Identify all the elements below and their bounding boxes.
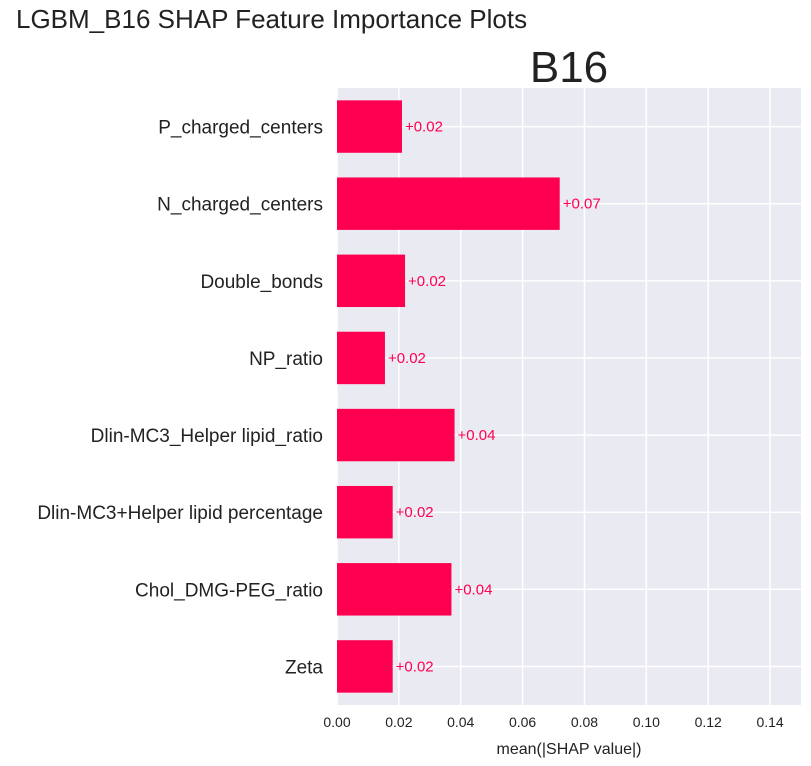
y-tick-label: N_charged_centers <box>157 195 323 216</box>
bar-value-label: +0.02 <box>405 119 443 136</box>
bar-value-label: +0.07 <box>563 196 601 213</box>
x-axis-label: mean(|SHAP value|) <box>497 741 642 758</box>
y-tick-label: Chol_DMG-PEG_ratio <box>135 580 323 601</box>
bar-value-label: +0.04 <box>454 581 492 598</box>
x-tick-label: 0.12 <box>695 714 722 730</box>
bar <box>337 408 455 462</box>
bar <box>337 485 393 539</box>
bar <box>337 640 393 693</box>
bar <box>337 331 385 385</box>
y-tick-label: Dlin-MC3+Helper lipid percentage <box>37 503 323 524</box>
bar-value-label: +0.04 <box>458 427 496 444</box>
gridlines <box>336 88 801 705</box>
bars <box>337 100 560 693</box>
x-tick-labels: 0.00 0.02 0.04 0.06 0.08 0.10 0.12 0.14 <box>323 714 784 730</box>
y-tick-label: Zeta <box>285 657 323 678</box>
y-tick-label: P_charged_centers <box>158 118 323 139</box>
x-tick-label: 0.04 <box>447 714 474 730</box>
bar-value-label: +0.02 <box>388 350 426 367</box>
bar <box>337 254 406 308</box>
x-tick-label: 0.10 <box>633 714 660 730</box>
chart-title: B16 <box>530 43 608 92</box>
bar-value-label: +0.02 <box>408 273 446 290</box>
y-tick-label: Dlin-MC3_Helper lipid_ratio <box>91 426 323 447</box>
bar <box>337 100 402 153</box>
bar <box>337 177 560 230</box>
x-tick-label: 0.00 <box>323 714 350 730</box>
x-tick-label: 0.14 <box>756 714 783 730</box>
y-tick-label: Double_bonds <box>200 272 323 293</box>
bar <box>337 563 452 616</box>
x-tick-label: 0.02 <box>385 714 412 730</box>
x-tick-label: 0.08 <box>571 714 598 730</box>
bar-value-label: +0.02 <box>396 658 434 675</box>
y-tick-labels: P_charged_centers N_charged_centers Double… <box>37 118 323 679</box>
figure-suptitle: LGBM_B16 SHAP Feature Importance Plots <box>16 4 528 34</box>
x-tick-label: 0.06 <box>509 714 536 730</box>
y-tick-label: NP_ratio <box>249 349 323 370</box>
bar-value-label: +0.02 <box>396 504 434 521</box>
bar-value-labels: +0.02 +0.07 +0.02 +0.02 +0.04 +0.02 +0.04 +0.02 <box>388 119 601 676</box>
